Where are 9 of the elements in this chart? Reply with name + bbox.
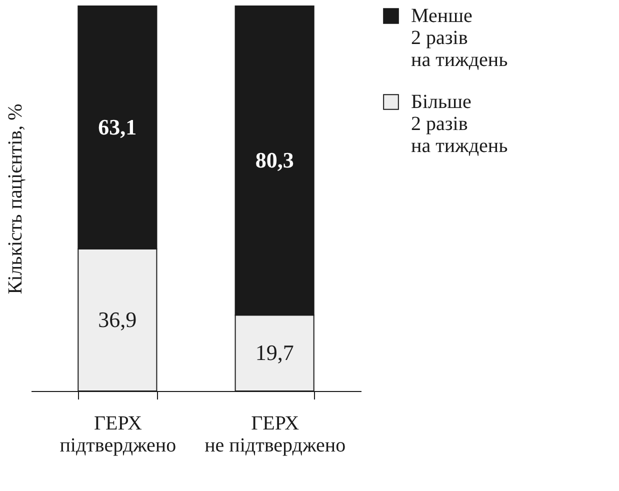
data-label: 63,1 [98, 114, 137, 140]
x-tick-label: ГЕРХ не підтверджено [204, 412, 346, 456]
data-label: 80,3 [255, 148, 294, 173]
x-tick-label: ГЕРХ підтверджено [60, 412, 176, 456]
data-label: 36,9 [98, 306, 137, 332]
data-label: 19,7 [255, 340, 294, 366]
y-axis-title: Кількість пацієнтів, % [4, 104, 26, 294]
legend-label: Менше 2 разів на тиждень [411, 5, 508, 71]
legend-label: Більше 2 разів на тиждень [411, 91, 508, 157]
